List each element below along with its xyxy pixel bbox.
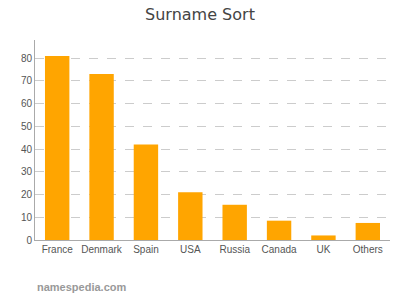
svg-text:50: 50 bbox=[21, 121, 33, 132]
svg-text:40: 40 bbox=[21, 144, 33, 155]
svg-text:Others: Others bbox=[353, 244, 383, 255]
svg-text:UK: UK bbox=[316, 244, 330, 255]
svg-text:80: 80 bbox=[21, 53, 33, 64]
svg-text:60: 60 bbox=[21, 98, 33, 109]
svg-text:USA: USA bbox=[180, 244, 201, 255]
svg-text:30: 30 bbox=[21, 166, 33, 177]
svg-text:20: 20 bbox=[21, 189, 33, 200]
svg-text:Spain: Spain bbox=[133, 244, 159, 255]
svg-text:Russia: Russia bbox=[219, 244, 250, 255]
svg-text:Denmark: Denmark bbox=[81, 244, 123, 255]
svg-text:France: France bbox=[42, 244, 74, 255]
svg-text:namespedia.com: namespedia.com bbox=[37, 281, 126, 293]
svg-text:70: 70 bbox=[21, 75, 33, 86]
svg-text:Canada: Canada bbox=[262, 244, 297, 255]
svg-text:Surname Sort: Surname Sort bbox=[145, 5, 255, 24]
svg-text:10: 10 bbox=[21, 212, 33, 223]
svg-text:0: 0 bbox=[26, 235, 32, 246]
